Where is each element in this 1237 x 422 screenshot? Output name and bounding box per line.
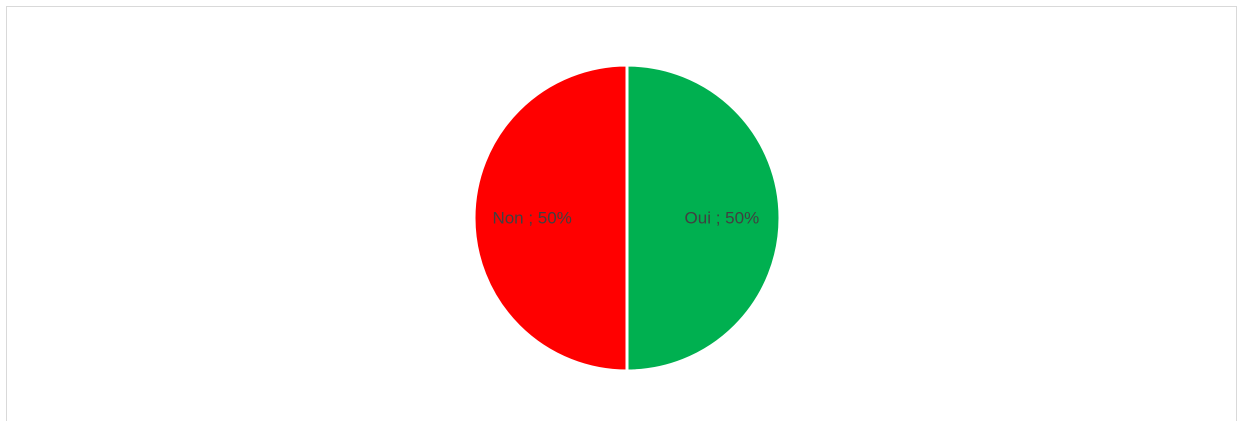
chart-area: Oui ; 50% Non ; 50% <box>6 6 1237 421</box>
pie-slice-non <box>472 63 629 373</box>
pie-slice-oui <box>625 63 782 373</box>
pie-chart: Oui ; 50% Non ; 50% <box>472 63 782 373</box>
data-label-non: Non ; 50% <box>492 209 571 228</box>
data-label-oui: Oui ; 50% <box>685 209 760 228</box>
